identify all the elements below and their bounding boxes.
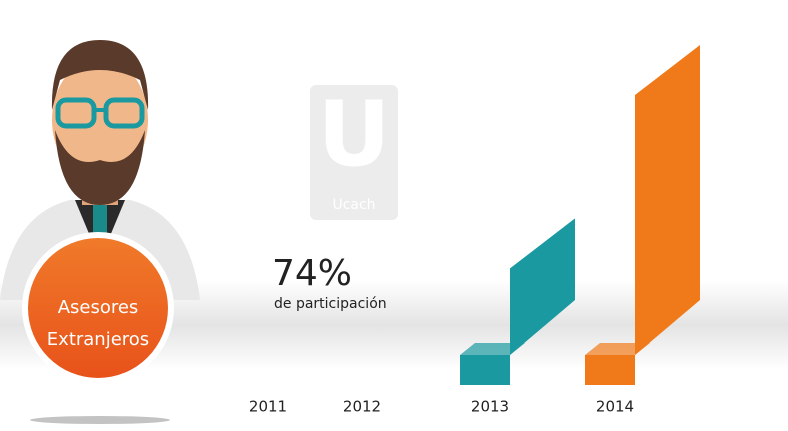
badge-line: Extranjeros (47, 329, 149, 350)
badge-line: Asesores (58, 297, 139, 318)
x-tick-label: 2013 (471, 398, 509, 416)
x-tick-label: 2011 (249, 398, 287, 416)
infographic: U Ucach Asesores Extranjeros 74% de part… (0, 0, 788, 431)
x-tick-label: 2012 (343, 398, 381, 416)
stat-text: de participación (274, 296, 387, 312)
shadow (30, 416, 170, 424)
stat-value: 74% (272, 253, 352, 294)
watermark: U Ucach (310, 82, 398, 220)
watermark-name: Ucach (332, 197, 375, 213)
watermark-letter: U (317, 82, 390, 187)
x-tick-label: 2014 (596, 398, 634, 416)
